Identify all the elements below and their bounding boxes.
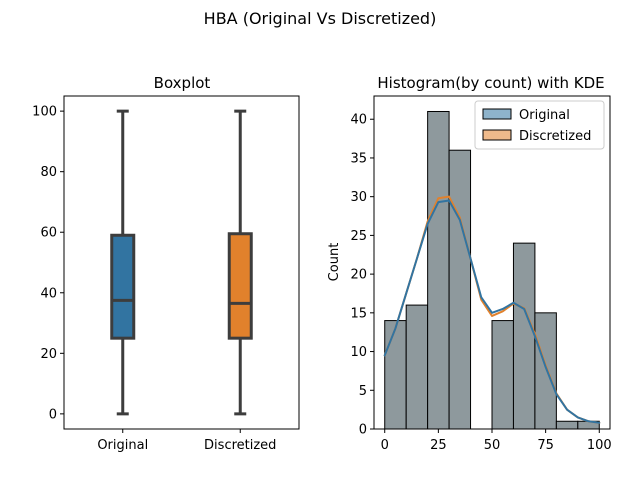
x-tick-label: 100 <box>587 438 612 453</box>
box-iqr <box>110 233 136 340</box>
boxplot-marks <box>110 109 253 416</box>
y-tick-label: 0 <box>359 423 367 438</box>
y-tick-label: 60 <box>40 226 57 241</box>
boxplot-axes: 0 20 40 60 80 100 Original Discretized <box>32 105 276 453</box>
y-tick-label: 15 <box>350 306 367 321</box>
x-tick-label: 75 <box>537 438 554 453</box>
histogram-y-axis-label: Count <box>327 243 342 282</box>
histogram-bar <box>384 320 407 430</box>
legend-label-original: Original <box>519 108 570 123</box>
x-tick-label: Original <box>97 438 148 453</box>
histogram-bar <box>448 149 472 430</box>
figure-title: HBA (Original Vs Discretized) <box>204 9 437 28</box>
y-tick-label: 35 <box>350 151 367 166</box>
y-tick-label: 20 <box>40 347 57 362</box>
y-tick-label: 40 <box>350 113 367 128</box>
x-tick-label: Discretized <box>204 438 276 453</box>
y-tick-label: 25 <box>350 229 367 244</box>
boxplot-panel: Boxplot 0 20 40 60 80 100 Original Discretized <box>32 74 300 453</box>
histogram-frame <box>373 95 611 430</box>
histogram-bar <box>534 312 557 430</box>
histogram-bar <box>405 304 429 430</box>
histogram-axes: 0 25 50 75 100 0 5 10 15 20 25 30 35 40 <box>350 113 611 453</box>
y-tick-label: 5 <box>359 384 367 399</box>
y-tick-label: 40 <box>40 286 57 301</box>
histogram-legend: Original Discretized <box>474 100 605 150</box>
histogram-bar <box>555 420 579 430</box>
histogram-title: Histogram(by count) with KDE <box>377 74 604 92</box>
x-tick-label: 25 <box>430 438 447 453</box>
legend-swatch-original <box>482 108 512 120</box>
histogram-marks <box>383 110 601 430</box>
box-iqr <box>227 232 253 340</box>
histogram-bar <box>491 320 514 430</box>
y-tick-label: 0 <box>49 407 57 422</box>
histogram-bar <box>512 242 536 430</box>
histogram-bar <box>427 110 450 430</box>
x-tick-label: 0 <box>381 438 389 453</box>
boxplot-frame <box>63 95 300 430</box>
y-tick-label: 20 <box>350 268 367 283</box>
kde-line-original <box>383 199 601 424</box>
legend-swatch-discretized <box>482 129 512 141</box>
y-tick-label: 30 <box>350 190 367 205</box>
histogram-panel: Histogram(by count) with KDE Count 0 25 50… <box>327 74 612 453</box>
y-tick-label: 10 <box>350 345 367 360</box>
boxplot-title: Boxplot <box>154 74 211 92</box>
x-tick-label: 50 <box>484 438 501 453</box>
y-tick-label: 80 <box>40 165 57 180</box>
y-tick-label: 100 <box>32 105 57 120</box>
legend-label-discretized: Discretized <box>519 129 591 144</box>
